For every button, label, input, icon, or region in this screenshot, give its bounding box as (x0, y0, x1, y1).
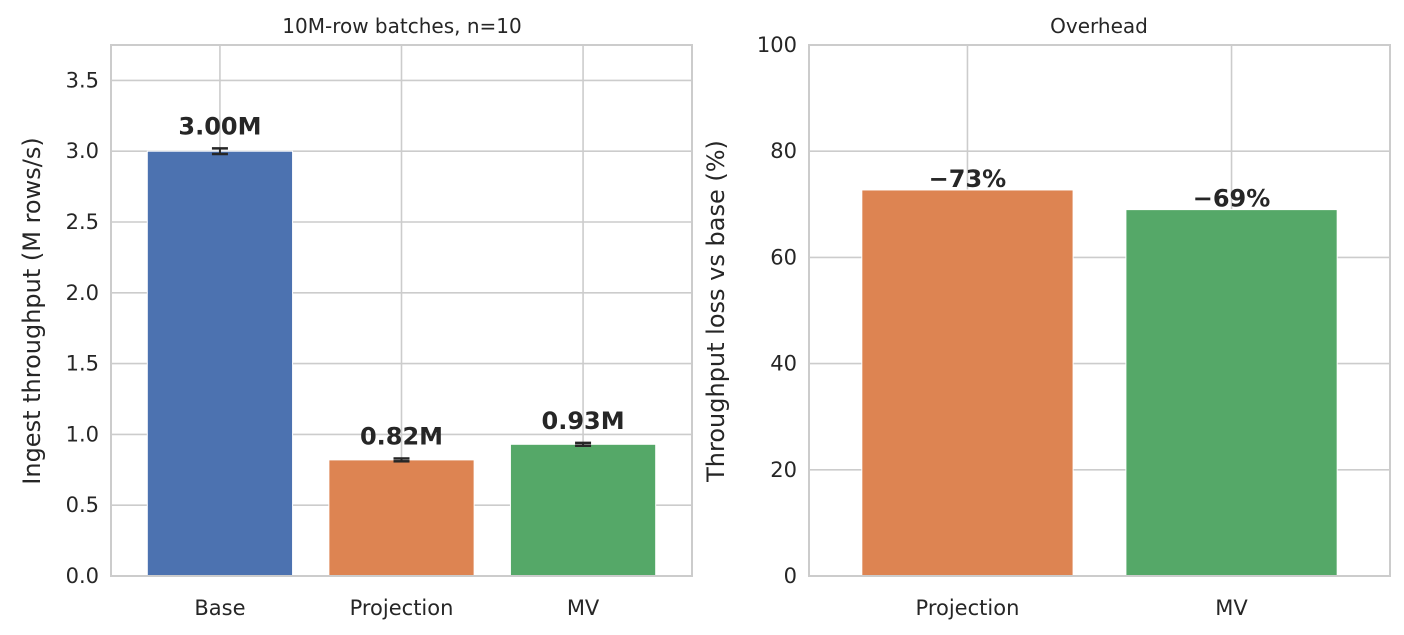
overhead-y-tick-label: 60 (770, 245, 797, 269)
overhead-chart-title: Overhead (1050, 14, 1148, 38)
overhead-x-tick-label: Projection (916, 596, 1020, 620)
throughput-x-tick-label: Projection (350, 596, 454, 620)
throughput-y-tick-label: 0.5 (66, 493, 99, 517)
overhead-data-label: −73% (929, 165, 1007, 193)
throughput-y-tick-label: 0.0 (66, 564, 99, 588)
throughput-bar-mv (509, 443, 657, 577)
throughput-plot-frame (110, 44, 693, 577)
throughput-bar-projection (328, 459, 475, 577)
throughput-bar-base (146, 150, 294, 577)
throughput-chart: 0.0 0.5 1.0 1.5 2.0 2.5 3.0 3.5 3.00M 0.82M 0.93M B… (18, 14, 693, 620)
throughput-x-tick-label: Base (194, 596, 245, 620)
throughput-y-tick-label: 1.0 (66, 422, 99, 446)
overhead-y-axis-label: Throughput loss vs base (%) (702, 140, 730, 483)
throughput-y-tick-label: 2.0 (66, 281, 99, 305)
overhead-y-tick-label: 0 (784, 564, 797, 588)
overhead-plot-area: 0 20 40 60 80 100 −73% −69% Projection MV (757, 33, 1391, 620)
throughput-y-tick-label: 3.5 (66, 68, 99, 92)
overhead-x-tick-label: MV (1215, 596, 1248, 620)
overhead-y-tick-label: 100 (757, 33, 797, 57)
overhead-plot-frame (808, 44, 1391, 577)
overhead-chart: 0 20 40 60 80 100 −73% −69% Projection MV Overhea… (702, 14, 1391, 620)
overhead-bar-projection (861, 189, 1074, 577)
overhead-y-tick-label: 40 (770, 352, 797, 376)
throughput-y-tick-label: 3.0 (66, 139, 99, 163)
overhead-bar-mv (1125, 209, 1338, 577)
throughput-data-label: 0.82M (360, 422, 443, 450)
overhead-y-tick-label: 80 (770, 139, 797, 163)
overhead-y-tick-label: 20 (770, 458, 797, 482)
throughput-data-label: 3.00M (178, 112, 261, 140)
throughput-y-tick-label: 2.5 (66, 210, 99, 234)
throughput-chart-title: 10M-row batches, n=10 (282, 14, 521, 38)
overhead-data-label: −69% (1193, 185, 1271, 213)
throughput-data-label: 0.93M (542, 407, 625, 435)
throughput-x-tick-label: MV (567, 596, 600, 620)
throughput-plot-area: 0.0 0.5 1.0 1.5 2.0 2.5 3.0 3.5 3.00M 0.82M 0.93M B… (66, 44, 693, 620)
throughput-y-tick-label: 1.5 (66, 352, 99, 376)
throughput-y-axis-label: Ingest throughput (M rows/s) (18, 137, 46, 484)
